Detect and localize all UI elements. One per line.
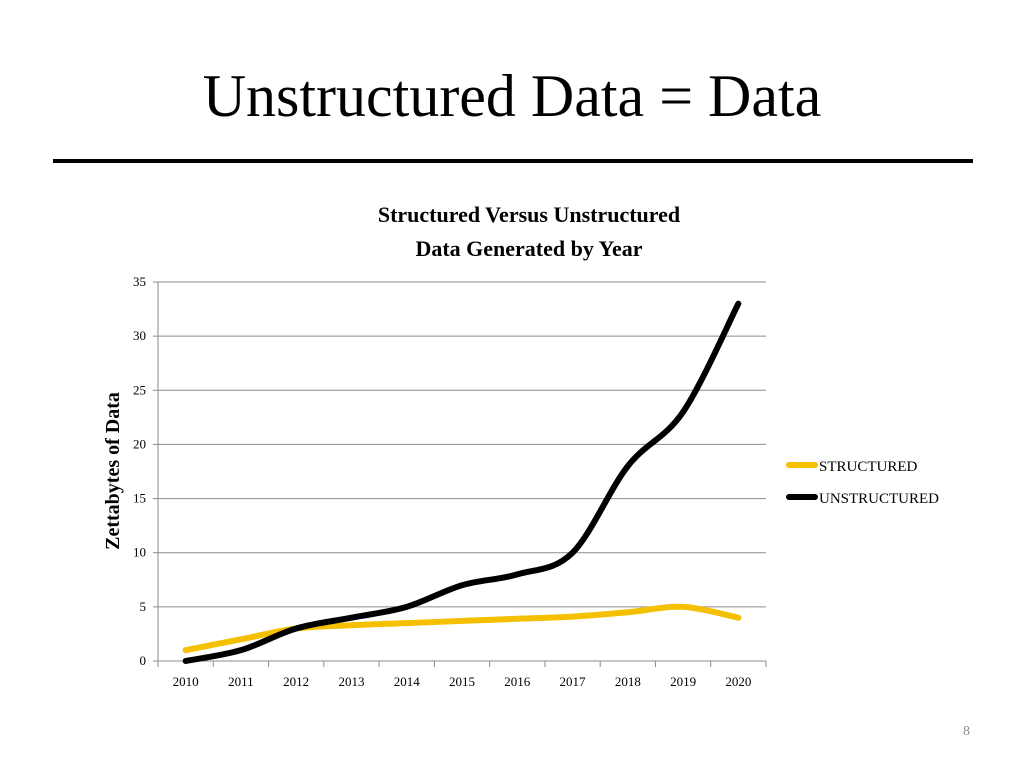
series-line-structured [182, 603, 742, 654]
chart-legend: STRUCTURED UNSTRUCTURED [786, 459, 939, 507]
chart-gridlines [158, 281, 766, 608]
chart-axes [153, 281, 767, 667]
x-tick-label: 2010 [173, 674, 199, 689]
y-tick-label: 10 [133, 545, 146, 560]
title-divider [53, 159, 973, 163]
x-tick-label: 2015 [449, 674, 475, 689]
chart-title-line-2: Data Generated by Year [415, 236, 643, 261]
y-tick-label: 35 [133, 274, 146, 289]
y-axis-label: Zettabytes of Data [102, 392, 124, 550]
chart-series [182, 300, 742, 664]
y-tick-label: 15 [133, 491, 146, 506]
x-tick-label: 2019 [670, 674, 696, 689]
x-tick-label: 2020 [725, 674, 751, 689]
chart-title-line-1: Structured Versus Unstructured [377, 202, 681, 227]
x-tick-label: 2018 [615, 674, 641, 689]
y-tick-label: 30 [133, 328, 146, 343]
x-tick-label: 2012 [283, 674, 309, 689]
legend-label: UNSTRUCTURED [819, 491, 939, 507]
x-tick-label: 2017 [560, 674, 587, 689]
series-line-unstructured [182, 300, 742, 664]
legend-label: STRUCTURED [819, 459, 918, 475]
x-tick-label: 2016 [504, 674, 531, 689]
page-number: 8 [963, 724, 970, 739]
y-tick-label: 20 [133, 436, 146, 451]
x-tick-label: 2011 [228, 674, 254, 689]
slide-title: Unstructured Data = Data [202, 63, 822, 129]
y-tick-label: 25 [133, 382, 146, 397]
x-tick-label: 2014 [394, 674, 421, 689]
y-tick-label: 0 [140, 653, 147, 668]
x-tick-labels: 2010 2011 2012 2013 2014 2015 2016 2017 2018 2019… [173, 674, 752, 689]
y-tick-label: 5 [140, 599, 147, 614]
y-tick-labels: 0 5 10 15 20 25 30 35 [133, 274, 146, 668]
chart-title: Structured Versus Unstructured Data Gene… [300, 198, 758, 266]
x-tick-label: 2013 [338, 674, 364, 689]
